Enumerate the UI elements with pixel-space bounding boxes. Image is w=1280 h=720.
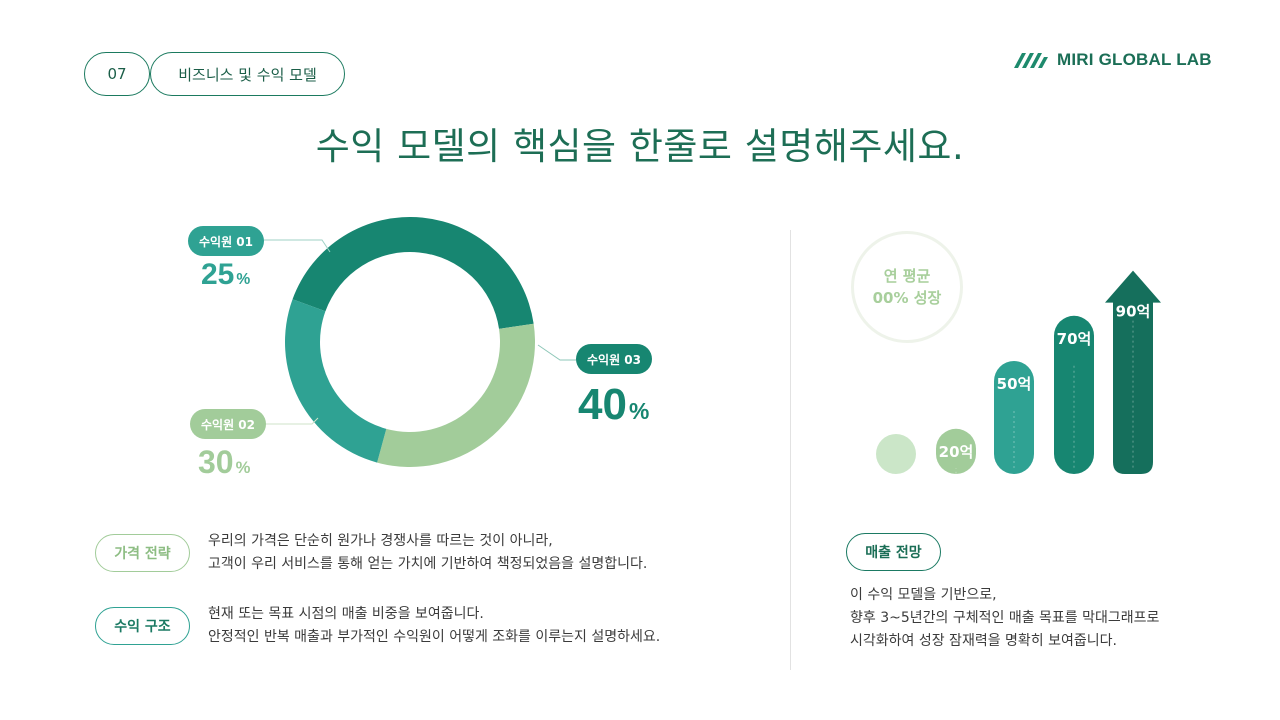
page-title: 수익 모델의 핵심을 한줄로 설명해주세요.	[315, 125, 965, 168]
segment-label-01-text: 수익원 01	[199, 234, 253, 249]
segment-label-02-text: 수익원 02	[201, 417, 255, 432]
page-number-badge: 07	[84, 52, 150, 96]
sales-forecast-tag-label: 매출 전망	[865, 545, 922, 561]
forecast-bar-3-label: 50억	[997, 375, 1032, 393]
growth-rate-label: 연 평균	[883, 267, 931, 285]
segment-value-01-number: 25	[201, 258, 235, 291]
segment-value-03: 40%	[578, 380, 649, 430]
forecast-bar-5	[1105, 270, 1161, 474]
pricing-strategy-tag: 가격 전략	[95, 534, 190, 572]
revenue-structure-tag: 수익 구조	[95, 607, 190, 645]
sales-forecast-line-2: 향후 3~5년간의 구체적인 매출 목표를 막대그래프로	[850, 610, 1160, 626]
sales-forecast-tag: 매출 전망	[846, 533, 941, 571]
segment-label-03: 수익원 03	[576, 344, 652, 374]
donut-segment-03	[292, 217, 534, 329]
brand-mark-icon	[1014, 53, 1048, 68]
donut-segment-02	[377, 323, 535, 467]
brand-logo: MIRI GLOBAL LAB	[1013, 50, 1212, 70]
segment-value-01-unit: %	[236, 271, 251, 288]
donut-segment-01	[285, 299, 387, 463]
segment-value-02-unit: %	[235, 458, 251, 477]
growth-rate-value: 00% 성장	[872, 289, 942, 307]
leader-line-01	[258, 239, 331, 253]
pricing-strategy-tag-label: 가격 전략	[114, 546, 171, 562]
revenue-structure-tag-label: 수익 구조	[114, 619, 171, 635]
forecast-bar-4	[1054, 315, 1094, 474]
page-number: 07	[107, 65, 127, 83]
segment-value-03-number: 40	[578, 380, 627, 429]
leader-line-02	[262, 417, 319, 425]
segment-label-01: 수익원 01	[188, 226, 264, 256]
growth-rate-bubble: 연 평균 00% 성장	[851, 231, 963, 343]
segment-value-02-number: 30	[198, 444, 234, 480]
segment-label-03-text: 수익원 03	[587, 352, 641, 367]
revenue-structure-line-1: 현재 또는 목표 시점의 매출 비중을 보여줍니다.	[208, 606, 484, 622]
sales-forecast-line-3: 시각화하여 성장 잠재력을 명확히 보여줍니다.	[850, 633, 1117, 649]
segment-value-03-unit: %	[628, 398, 650, 424]
revenue-structure-text: 현재 또는 목표 시점의 매출 비중을 보여줍니다. 안정적인 반복 매출과 부…	[208, 603, 660, 649]
pricing-strategy-line-1: 우리의 가격은 단순히 원가나 경쟁사를 따르는 것이 아니라,	[208, 533, 553, 549]
sales-forecast-text: 이 수익 모델을 기반으로, 향후 3~5년간의 구체적인 매출 목표를 막대그…	[850, 584, 1159, 653]
forecast-bar-3	[994, 361, 1034, 474]
forecast-bar-start-marker	[876, 434, 916, 474]
revenue-donut-chart	[285, 217, 535, 467]
forecast-bar-5-label: 90억	[1116, 303, 1151, 321]
brand-name: MIRI GLOBAL LAB	[1057, 50, 1212, 69]
forecast-bar-2-label: 20억	[939, 443, 974, 461]
revenue-structure-line-2: 안정적인 반복 매출과 부가적인 수익원이 어떻게 조화를 이루는지 설명하세요…	[208, 629, 661, 645]
vertical-divider	[790, 230, 791, 670]
forecast-bar-2	[936, 428, 976, 474]
section-title: 비즈니스 및 수익 모델	[178, 65, 317, 84]
segment-label-02: 수익원 02	[190, 409, 266, 439]
pricing-strategy-text: 우리의 가격은 단순히 원가나 경쟁사를 따르는 것이 아니라, 고객이 우리 …	[208, 530, 647, 576]
leader-line-03	[537, 344, 578, 361]
segment-value-02: 30%	[198, 444, 250, 481]
pricing-strategy-line-2: 고객이 우리 서비스를 통해 얻는 가치에 기반하여 책정되었음을 설명합니다.	[208, 556, 648, 572]
forecast-bar-4-label: 70억	[1057, 330, 1092, 348]
section-badge: 비즈니스 및 수익 모델	[150, 52, 345, 96]
segment-value-01: 25%	[201, 258, 250, 292]
sales-forecast-line-1: 이 수익 모델을 기반으로,	[850, 587, 997, 603]
